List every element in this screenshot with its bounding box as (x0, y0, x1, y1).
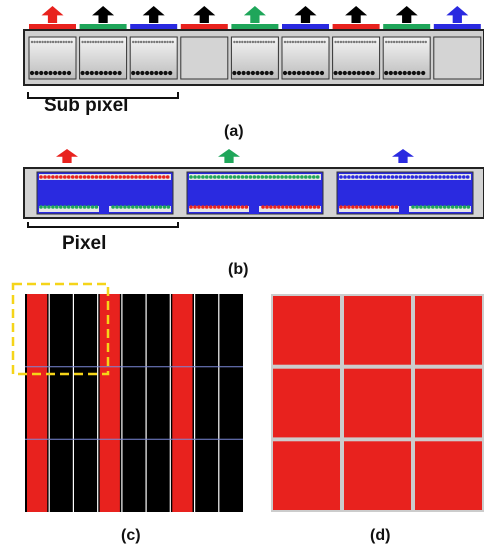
emission-arrow-icon (345, 6, 368, 23)
subpixel-cell (230, 36, 279, 80)
subpixel-column (27, 294, 48, 512)
bottom-left-color-dots (39, 205, 99, 209)
pixel-block (344, 296, 411, 365)
top-electrode-dots (283, 40, 326, 44)
top-electrode-dots (233, 40, 276, 44)
pixel-cell (336, 171, 474, 215)
panel-b-label: (b) (228, 261, 248, 278)
color-filter-bar (383, 24, 431, 29)
pixel-block (344, 441, 411, 510)
pixel-block (344, 368, 411, 438)
bottom-right-color-dots (261, 205, 321, 209)
pixel-label: Pixel (62, 233, 106, 254)
emission-arrow-icon (218, 149, 240, 163)
panel-c-subpixel-rendering: (c) (11, 282, 243, 544)
bottom-electrode-dots (232, 70, 274, 76)
subpixel-column (51, 294, 72, 512)
pixel-block (415, 441, 482, 510)
top-color-dots (39, 175, 170, 179)
bottom-electrode-dots (333, 70, 375, 76)
color-filter-bar (29, 24, 76, 29)
pixel-cell (36, 171, 174, 215)
bottom-right-color-dots (411, 205, 471, 209)
panel-d-pixel-rendering: (d) (271, 294, 484, 544)
emission-arrow-icon (446, 6, 469, 23)
color-filter-bar (332, 24, 380, 29)
bottom-electrode-dots (282, 70, 325, 76)
emission-arrow-icon (193, 6, 216, 23)
bottom-electrode-dots (131, 70, 173, 76)
subpixel-cell (433, 36, 482, 80)
subpixel-cell (281, 36, 330, 80)
top-electrode-dots (385, 40, 427, 44)
emission-arrow-icon (243, 6, 266, 23)
subpixel-cell (180, 36, 229, 80)
subpixel-cell (332, 36, 381, 80)
pixel-block (273, 296, 340, 365)
emission-arrow-icon (294, 6, 317, 23)
subpixel-column (220, 294, 241, 512)
sub-pixel-label: Sub pixel (44, 95, 128, 116)
emission-arrow-icon (56, 149, 78, 163)
emission-arrow-icon (92, 6, 115, 23)
pixel-block (273, 441, 340, 510)
panel-d-label: (d) (370, 527, 390, 544)
bottom-electrode-dots (384, 70, 426, 76)
bottom-left-color-dots (189, 205, 249, 209)
panel-c-label: (c) (121, 527, 141, 544)
top-electrode-dots (81, 40, 124, 44)
emission-arrow-icon (392, 149, 414, 163)
subpixel-column (75, 294, 96, 512)
panel-a-label: (a) (224, 123, 244, 140)
pixel-bracket (27, 222, 179, 228)
color-filter-bar (433, 24, 481, 29)
panel-a-subpixel-strip: Sub pixel (a) (23, 6, 484, 140)
color-filter-bar (130, 24, 178, 29)
color-filter-bar (180, 24, 228, 29)
bottom-right-color-dots (111, 205, 171, 209)
color-filter-bar (282, 24, 329, 29)
bottom-left-color-dots (339, 205, 399, 209)
highlight-dashed-box (11, 282, 110, 376)
subpixel-column (123, 294, 145, 512)
top-electrode-dots (334, 40, 377, 44)
pixel-block (415, 368, 482, 438)
top-color-dots (189, 175, 320, 179)
subpixel-column (99, 294, 120, 512)
color-filter-bar (231, 24, 279, 29)
subpixel-column (172, 294, 193, 512)
subpixel-column (196, 294, 217, 512)
pixel-block (273, 368, 340, 438)
subpixel-cell (382, 36, 431, 80)
subpixel-cell (28, 36, 77, 80)
emission-arrow-icon (395, 6, 418, 23)
bottom-electrode-dots (29, 70, 72, 76)
emission-arrow-icon (142, 6, 165, 23)
top-electrode-dots (132, 40, 174, 44)
top-color-dots (339, 175, 470, 179)
panel-b-pixel-strip: Pixel (b) (23, 149, 484, 278)
top-electrode-dots (30, 40, 73, 44)
pixel-cell (186, 171, 324, 215)
emission-arrow-icon (41, 6, 64, 23)
subpixel-cell (129, 36, 178, 80)
sub-pixel-bracket (27, 92, 179, 99)
bottom-electrode-dots (80, 70, 122, 76)
subpixel-column (148, 294, 169, 512)
subpixel-cell (79, 36, 128, 80)
color-filter-bar (79, 24, 127, 29)
pixel-block (415, 296, 482, 365)
